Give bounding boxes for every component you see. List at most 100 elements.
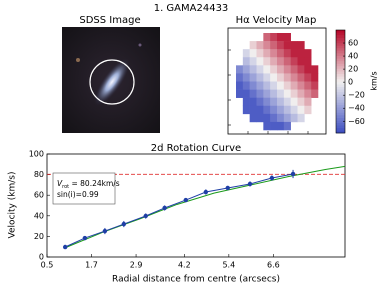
- map-cell: [304, 81, 312, 90]
- map-cell: [249, 97, 257, 107]
- colorbar-segment: [336, 81, 345, 85]
- y-tick-label: 40: [34, 211, 44, 220]
- map-cell: [249, 89, 257, 98]
- map-cell: [249, 73, 257, 82]
- colorbar-segment: [336, 76, 345, 80]
- map-cell: [236, 65, 244, 74]
- map-cell: [236, 89, 244, 98]
- map-cell: [256, 81, 264, 90]
- data-point: [269, 175, 275, 181]
- map-cell: [290, 97, 298, 107]
- colorbar-segment: [336, 120, 345, 123]
- map-cell: [270, 57, 278, 66]
- colorbar-segment: [336, 48, 345, 51]
- map-cell: [290, 49, 298, 58]
- map-title: Hα Velocity Map: [236, 15, 317, 26]
- map-cell: [297, 49, 305, 58]
- map-cell: [290, 105, 298, 115]
- y-axis-label: Velocity (km/s): [8, 172, 18, 239]
- x-tick-label: 1.7: [85, 261, 98, 270]
- map-cell: [290, 81, 298, 90]
- star: [138, 43, 142, 47]
- y-tick-label: 60: [34, 191, 44, 200]
- map-cell: [242, 57, 250, 66]
- x-tick-label: 2.9: [130, 261, 143, 270]
- map-cell: [283, 89, 291, 98]
- colorbar-segment: [336, 58, 345, 62]
- data-point: [225, 185, 230, 191]
- map-cell: [283, 105, 291, 115]
- colorbar-segment: [336, 107, 345, 111]
- y-tick-label: 100: [29, 150, 44, 159]
- aperture-circle: [89, 59, 135, 105]
- data-point: [247, 181, 253, 187]
- map-cell: [270, 113, 278, 123]
- map-cell: [297, 113, 305, 123]
- data-point: [102, 228, 108, 234]
- map-cell: [263, 65, 271, 74]
- figure-title: 1. GAMA24433: [154, 3, 229, 14]
- y-tick-label: 20: [34, 232, 44, 241]
- colorbar-tick-label: 0: [348, 78, 353, 87]
- annotation-symbol: V: [57, 179, 63, 188]
- data-point: [203, 189, 209, 195]
- map-cell: [277, 81, 285, 90]
- map-cell: [297, 65, 305, 74]
- map-cell: [242, 73, 250, 82]
- velocity-map: 60 40 20 0 −20 −40 −60: [227, 27, 365, 135]
- colorbar-segment: [336, 130, 345, 134]
- map-cell: [263, 49, 271, 58]
- x-axis-label: Radial distance from centre (arcsecs): [112, 275, 280, 285]
- map-cell: [297, 81, 305, 90]
- map-cell: [242, 65, 250, 74]
- map-cell: [277, 73, 285, 82]
- map-cell: [283, 49, 291, 58]
- map-cell: [256, 97, 264, 107]
- map-cell: [304, 105, 312, 115]
- map-cell: [263, 89, 271, 98]
- map-cell: [270, 41, 278, 50]
- map-cell: [283, 57, 291, 66]
- colorbar-tick-label: −60: [348, 117, 365, 126]
- map-cell: [277, 41, 285, 50]
- map-cell: [311, 81, 319, 90]
- map-cell: [277, 89, 285, 98]
- map-cell: [304, 65, 312, 74]
- map-cell: [277, 97, 285, 107]
- map-cell: [297, 105, 305, 115]
- map-cell: [263, 41, 271, 50]
- map-cell: [304, 49, 312, 58]
- colorbar-segment: [336, 66, 345, 69]
- map-cell: [256, 105, 264, 115]
- map-cell: [297, 57, 305, 66]
- map-cell: [283, 81, 291, 90]
- map-cell: [249, 81, 257, 90]
- map-cell: [277, 105, 285, 115]
- map-cell: [277, 33, 285, 42]
- map-cell: [242, 49, 250, 58]
- map-cell: [283, 113, 291, 123]
- map-cell: [270, 65, 278, 74]
- map-cell: [297, 97, 305, 107]
- annotation-box: [52, 172, 116, 205]
- map-cell: [263, 121, 271, 131]
- colorbar-tick-label: 40: [348, 52, 358, 61]
- annotation: sin(i)=0.99: [57, 190, 99, 199]
- annotation-text: = 80.24km/s: [69, 179, 120, 188]
- colorbar-tick-label: 20: [348, 65, 358, 74]
- data-point: [82, 235, 88, 241]
- colorbar-segment: [336, 55, 345, 59]
- colorbar-segment: [336, 84, 345, 87]
- map-cell: [270, 33, 278, 42]
- map-cell: [277, 57, 285, 66]
- map-cell: [263, 105, 271, 115]
- data-point: [290, 171, 296, 177]
- map-cell: [249, 49, 257, 58]
- map-cell: [304, 57, 312, 66]
- colorbar-segment: [336, 99, 345, 103]
- colorbar-tick-label: −20: [348, 91, 365, 100]
- colorbar-segment: [336, 45, 345, 49]
- data-point: [62, 244, 68, 250]
- map-cell: [311, 89, 319, 98]
- colorbar-segment: [336, 102, 345, 105]
